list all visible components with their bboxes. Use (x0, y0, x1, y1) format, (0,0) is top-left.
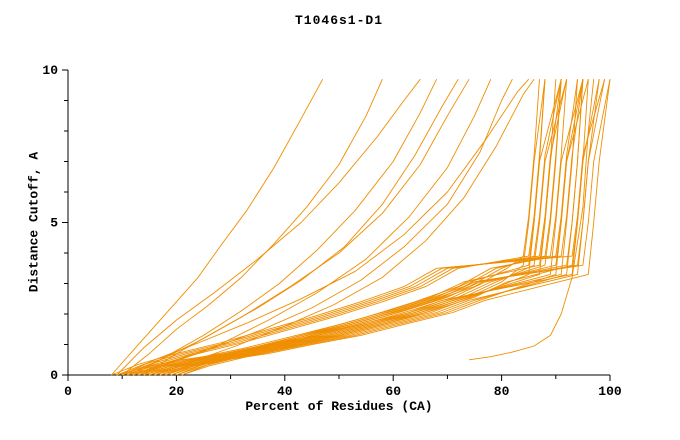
model-curve (121, 79, 383, 376)
model-curve (143, 79, 606, 376)
model-curve (176, 79, 546, 376)
x-axis-label: Percent of Residues (CA) (245, 399, 433, 414)
x-tick-label: 60 (385, 384, 401, 399)
model-curve (143, 78, 459, 376)
y-tick-label: 5 (50, 216, 58, 231)
model-curve (132, 78, 513, 376)
model-curve (149, 79, 584, 376)
model-curve (159, 79, 584, 376)
x-tick-label: 40 (277, 384, 293, 399)
x-tick-label: 20 (169, 384, 185, 399)
model-curve (181, 79, 540, 376)
y-tick-label: 0 (50, 368, 58, 383)
model-curve (132, 79, 438, 376)
model-curve (154, 78, 535, 376)
model-curve (149, 79, 611, 376)
x-tick-label: 0 (64, 384, 72, 399)
model-curve (154, 79, 589, 376)
model-curve (138, 79, 492, 376)
model-curve (111, 78, 324, 376)
model-curve (127, 79, 584, 376)
model-curve (159, 79, 611, 376)
model-curve (469, 79, 595, 361)
x-tick-label: 80 (494, 384, 510, 399)
y-axis-label: Distance Cutoff, A (26, 151, 42, 293)
model-curve (122, 78, 530, 376)
model-curve (122, 79, 568, 376)
model-curve (116, 79, 584, 376)
model-curve (116, 78, 421, 376)
x-tick-label: 100 (598, 384, 622, 399)
y-tick-label: 10 (42, 63, 58, 78)
chart-title: T1046s1-D1 (294, 13, 383, 28)
model-curve (122, 79, 578, 376)
